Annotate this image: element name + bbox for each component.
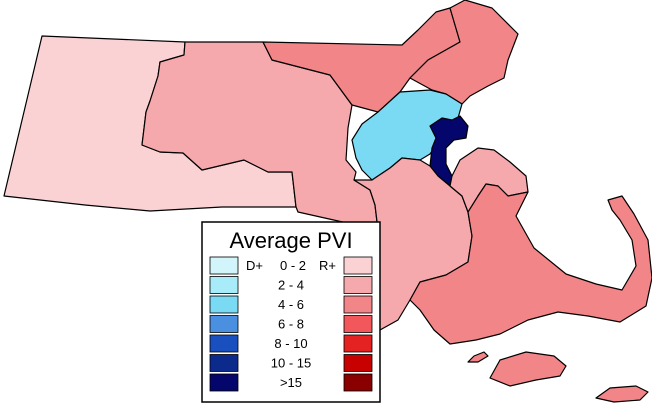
legend-swatch-d — [209, 256, 239, 275]
legend-swatch-r — [343, 256, 373, 275]
legend-swatch-r — [343, 354, 373, 372]
legend-swatch-d — [209, 295, 239, 314]
legend-swatch-d — [209, 315, 239, 333]
legend-title: Average PVI — [229, 228, 352, 253]
district-2 — [141, 41, 379, 231]
legend-swatch-r — [343, 315, 373, 333]
legend-range-label: 4 - 6 — [278, 297, 304, 312]
legend-range-label: 6 - 8 — [278, 317, 304, 332]
legend-range-label: 10 - 15 — [271, 356, 311, 371]
legend-swatch-r — [343, 276, 373, 294]
legend-d-prefix: D+ — [246, 258, 263, 273]
legend-range-label: 8 - 10 — [274, 336, 307, 351]
elizabeth-islands — [467, 351, 489, 363]
legend-range-label: 0 - 2 — [280, 258, 306, 273]
legend-swatch-d — [209, 354, 239, 372]
nantucket-island — [595, 385, 649, 403]
legend-swatch-r — [343, 295, 373, 314]
legend-swatch-r — [343, 373, 373, 392]
legend-range-label: >15 — [280, 375, 302, 390]
legend: Average PVI 0 - 2 D+ R+ 2 - 4 4 - 6 6 - 8 8 - … — [201, 221, 381, 403]
district-7 — [429, 115, 469, 187]
district-5 — [351, 89, 463, 181]
legend-swatch-d — [209, 276, 239, 294]
legend-range-label: 2 - 4 — [278, 278, 304, 293]
legend-swatch-d — [209, 334, 239, 353]
marthas-vineyard-island — [489, 351, 567, 387]
legend-swatch-d — [209, 373, 239, 392]
district-9 — [409, 183, 652, 345]
legend-swatch-r — [343, 334, 373, 353]
district-6 — [409, 0, 519, 105]
legend-r-prefix: R+ — [319, 258, 336, 273]
